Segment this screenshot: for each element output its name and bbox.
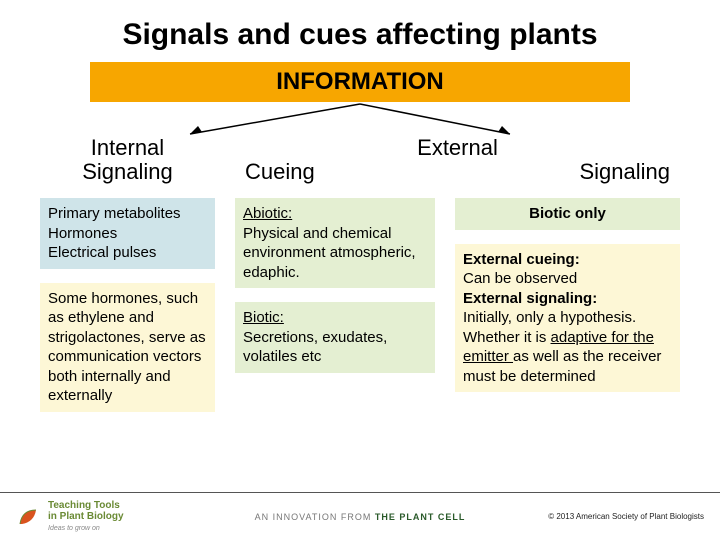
abiotic-box: Abiotic: Physical and chemical environme… [235, 198, 435, 288]
page-title: Signals and cues affecting plants [0, 0, 720, 62]
internal-heading-l1: Internal [91, 135, 164, 160]
biotic-body: Secretions, exudates, volatiles etc [243, 329, 387, 366]
external-heading-signaling: Signaling [579, 160, 670, 184]
logo: Teaching Tools in Plant Biology Ideas to… [16, 500, 124, 533]
logo-l2: in Plant Biology [48, 511, 124, 522]
innovation-text: AN INNOVATION FROM THE PLANT CELL [255, 512, 466, 522]
logo-text: Teaching Tools in Plant Biology Ideas to… [48, 500, 124, 533]
internal-heading: Internal Signaling [40, 136, 215, 184]
internal-heading-l2: Signaling [82, 159, 173, 184]
innovation-bold: THE PLANT CELL [375, 512, 466, 522]
biotic-only-box: Biotic only [455, 198, 680, 230]
internal-list-3: Electrical pulses [48, 244, 156, 261]
ext-cueing-label: External cueing: [463, 251, 580, 268]
abiotic-body: Physical and chemical environment atmosp… [243, 225, 416, 281]
external-heading: External Cueing Signaling [235, 136, 680, 184]
leaf-icon [16, 504, 42, 530]
innovation-pre: AN INNOVATION FROM [255, 512, 375, 522]
cueing-column: Abiotic: Physical and chemical environme… [235, 198, 435, 406]
copyright: © 2013 American Society of Plant Biologi… [548, 512, 704, 521]
internal-list-1: Primary metabolites [48, 205, 181, 222]
branch-arrows [0, 102, 720, 136]
ext-cueing-body: Can be observed [463, 270, 577, 287]
logo-sub: Ideas to grow on [48, 525, 100, 532]
footer: Teaching Tools in Plant Biology Ideas to… [0, 492, 720, 540]
signaling-column: Biotic only External cueing: Can be obse… [455, 198, 680, 406]
information-bar: INFORMATION [90, 62, 630, 102]
internal-list-2: Hormones [48, 225, 117, 242]
content-columns: Internal Signaling Primary metabolites H… [0, 136, 720, 426]
internal-column: Internal Signaling Primary metabolites H… [40, 136, 215, 426]
ext-signaling-label: External signaling: [463, 290, 597, 307]
external-wrap: External Cueing Signaling Abiotic: Physi… [235, 136, 680, 426]
logo-l1: Teaching Tools [48, 500, 120, 511]
internal-note-box: Some hormones, such as ethylene and stri… [40, 283, 215, 412]
biotic-label: Biotic: [243, 309, 284, 326]
biotic-only-text: Biotic only [529, 205, 606, 222]
biotic-box: Biotic: Secretions, exudates, volatiles … [235, 302, 435, 373]
external-explain-box: External cueing: Can be observed Externa… [455, 244, 680, 393]
internal-note: Some hormones, such as ethylene and stri… [48, 290, 206, 405]
external-heading-top: External [235, 136, 680, 160]
internal-list-box: Primary metabolites Hormones Electrical … [40, 198, 215, 269]
external-heading-cueing: Cueing [245, 160, 315, 184]
abiotic-label: Abiotic: [243, 205, 292, 222]
